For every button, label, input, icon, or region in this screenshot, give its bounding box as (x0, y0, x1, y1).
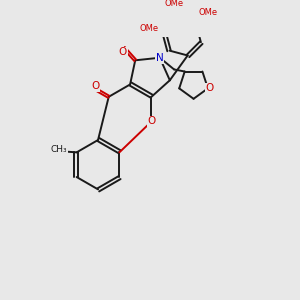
Text: N: N (156, 53, 164, 63)
Text: CH₃: CH₃ (51, 145, 68, 154)
Text: OMe: OMe (198, 8, 217, 17)
Text: OMe: OMe (164, 0, 183, 8)
Text: OMe: OMe (140, 24, 158, 33)
Text: O: O (118, 47, 127, 57)
Text: O: O (206, 83, 214, 93)
Text: O: O (147, 116, 156, 127)
Text: O: O (91, 81, 100, 91)
